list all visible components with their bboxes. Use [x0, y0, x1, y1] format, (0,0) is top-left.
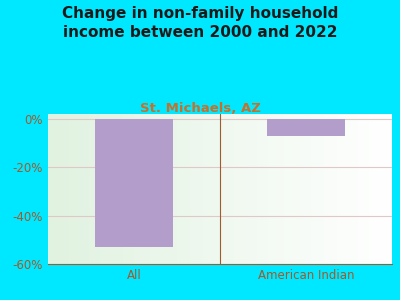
Bar: [95, 119, 173, 247]
Bar: [267, 119, 345, 136]
Text: St. Michaels, AZ: St. Michaels, AZ: [140, 102, 260, 115]
Text: Change in non-family household
income between 2000 and 2022: Change in non-family household income be…: [62, 6, 338, 40]
